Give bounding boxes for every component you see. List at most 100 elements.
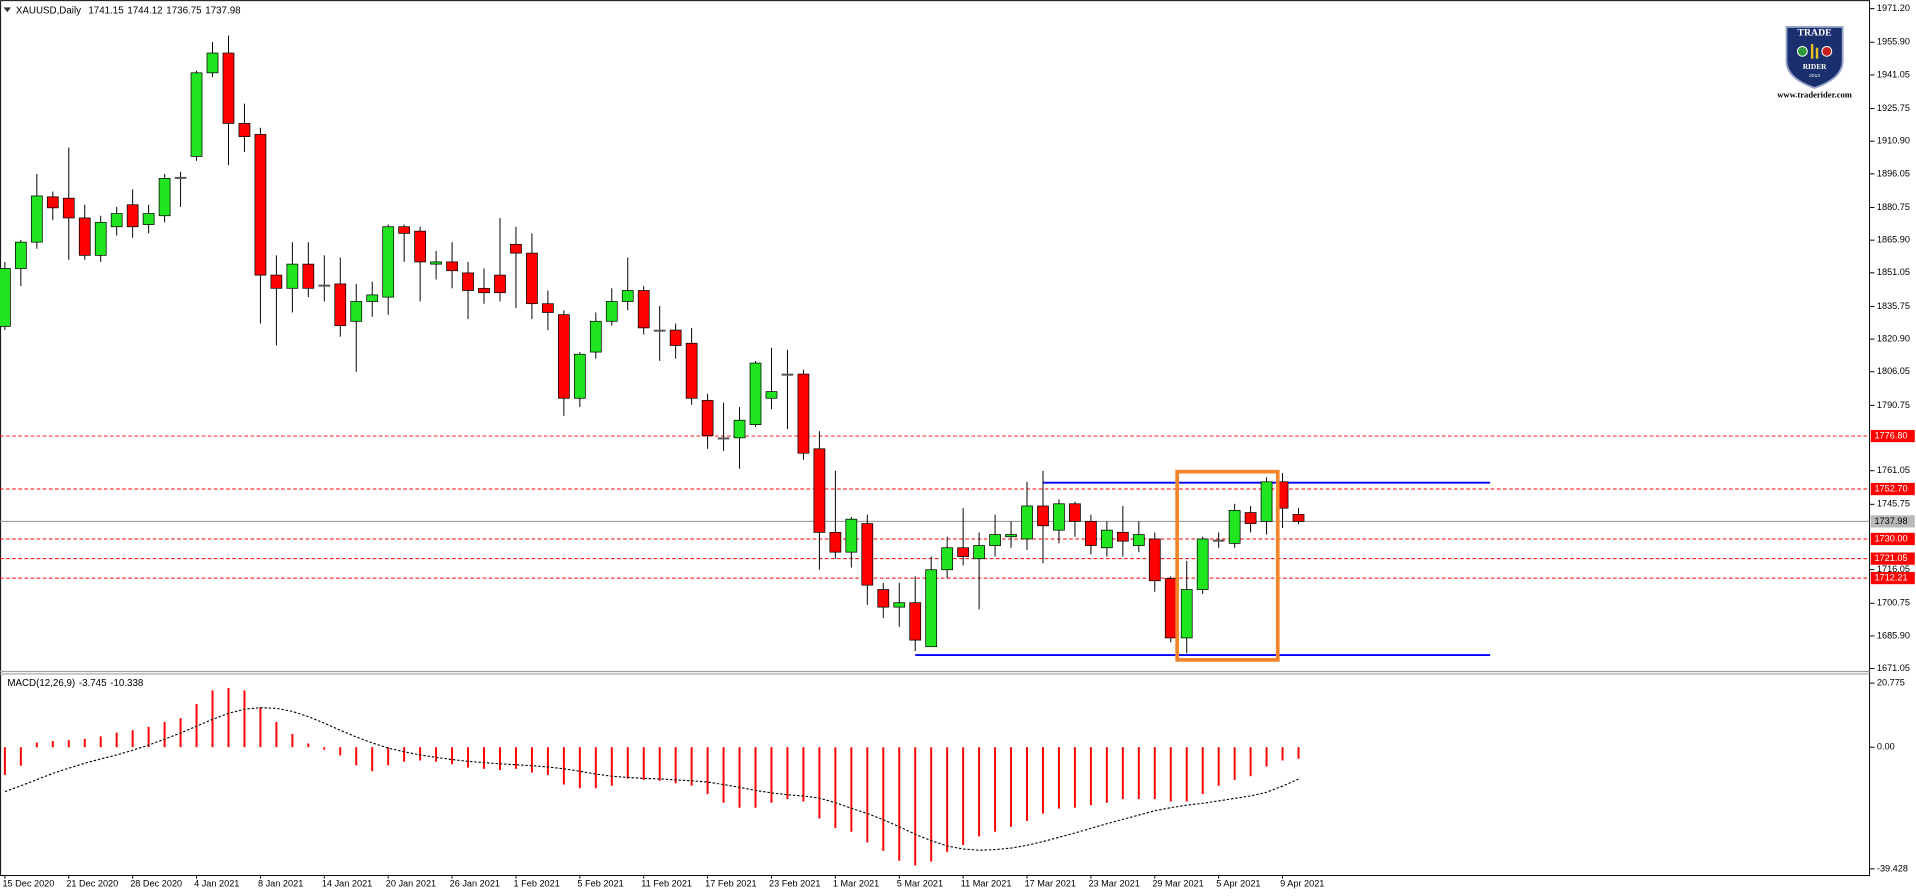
candle-body bbox=[1196, 538, 1209, 590]
y-tick-label: 1820.90 bbox=[1877, 334, 1910, 344]
y-tick-label: 1865.90 bbox=[1877, 235, 1910, 245]
candle-body bbox=[206, 52, 219, 74]
logo-url: www.traderider.com bbox=[1777, 89, 1852, 99]
x-tick-label: 1 Feb 2021 bbox=[514, 879, 560, 889]
candle-body bbox=[1244, 512, 1257, 524]
x-tick-label: 11 Feb 2021 bbox=[641, 879, 692, 889]
indicator-header: MACD(12,26,9) -3.745 -10.338 bbox=[7, 678, 143, 689]
x-tick-label: 23 Feb 2021 bbox=[769, 879, 820, 889]
x-tick-label: 5 Apr 2021 bbox=[1216, 879, 1260, 889]
candle-body bbox=[669, 329, 682, 346]
candle-body bbox=[430, 261, 442, 265]
candle-body bbox=[270, 274, 283, 289]
logo-icon bbox=[1810, 44, 1814, 59]
y-tick-label: 1671.05 bbox=[1877, 663, 1910, 673]
candle-body bbox=[222, 52, 235, 124]
candle-body bbox=[158, 178, 171, 217]
y-tick-label: 1851.05 bbox=[1877, 267, 1910, 277]
marks bbox=[0, 35, 1870, 866]
candle-body bbox=[78, 217, 91, 256]
axis: 1971.20 1955.90 1941.05 1925.75 1910.90 1896.… bbox=[2, 3, 1915, 889]
x-tick-label: 17 Mar 2021 bbox=[1025, 879, 1076, 889]
candle-body bbox=[94, 221, 107, 256]
logo-text: RIDER bbox=[1803, 62, 1827, 71]
frame bbox=[0, 0, 1871, 877]
candle-body bbox=[605, 301, 618, 322]
y-tick-label: 1896.05 bbox=[1877, 168, 1910, 178]
candle-body bbox=[286, 263, 299, 289]
level-tag bbox=[1870, 482, 1915, 496]
candle-body bbox=[893, 602, 906, 608]
candle-body bbox=[733, 419, 746, 439]
candle-body bbox=[414, 230, 426, 263]
candle-body bbox=[0, 268, 11, 327]
y-tick-label: 1835.75 bbox=[1877, 301, 1910, 311]
x-tick-label: 17 Feb 2021 bbox=[705, 879, 756, 889]
candle-body bbox=[190, 72, 203, 157]
candle-body bbox=[957, 547, 969, 557]
y-tick-label: 1700.75 bbox=[1877, 598, 1910, 608]
candle-body bbox=[398, 226, 411, 234]
logo-icon bbox=[1815, 47, 1819, 59]
candle-body bbox=[717, 437, 730, 440]
candle-body bbox=[14, 241, 27, 269]
candle-body bbox=[653, 329, 666, 332]
logo-text: TRADE bbox=[1797, 27, 1832, 38]
level-label: 1712.21 bbox=[1874, 572, 1907, 582]
candle-body bbox=[478, 287, 490, 294]
ohlc-value: 1736.75 bbox=[166, 5, 202, 16]
candle-body bbox=[829, 531, 842, 553]
candle-body bbox=[46, 196, 59, 209]
candle-body bbox=[510, 243, 522, 254]
candle-body bbox=[589, 320, 602, 353]
candle-body bbox=[1116, 531, 1129, 542]
level-label: 1721.05 bbox=[1874, 553, 1907, 563]
candle-body bbox=[62, 197, 75, 219]
y-tick-label: 1685.90 bbox=[1877, 630, 1910, 640]
level-tag bbox=[1870, 429, 1915, 443]
candle-body bbox=[1228, 510, 1241, 544]
indicator-title: MACD(12,26,9) bbox=[7, 678, 75, 689]
y-tick-label: 1745.75 bbox=[1877, 499, 1910, 509]
candle-body bbox=[142, 213, 155, 225]
candle-body bbox=[1164, 578, 1177, 639]
candle-body bbox=[1292, 514, 1305, 522]
x-tick-label: 14 Jan 2021 bbox=[322, 879, 372, 889]
symbol: XAUUSD,Daily bbox=[16, 5, 81, 16]
candle-body bbox=[685, 342, 698, 399]
candle-body bbox=[781, 373, 794, 376]
candle-body bbox=[845, 518, 858, 553]
candle-body bbox=[941, 547, 954, 571]
ohlc-value: 1737.98 bbox=[205, 5, 240, 16]
candle-body bbox=[1260, 481, 1273, 522]
menu-arrow bbox=[3, 7, 11, 13]
candle-body bbox=[621, 290, 634, 302]
y-tick-label: 20.775 bbox=[1877, 678, 1905, 688]
candle-body bbox=[909, 602, 922, 641]
candle-body bbox=[318, 284, 331, 287]
x-tick-label: 28 Dec 2020 bbox=[130, 879, 182, 889]
candle-body bbox=[110, 213, 123, 228]
logo-icon bbox=[1821, 45, 1833, 57]
candle-body bbox=[557, 314, 570, 399]
last-price-tag bbox=[1870, 515, 1915, 528]
logo-icon bbox=[1796, 45, 1808, 57]
candle-body bbox=[1069, 503, 1081, 522]
candle-body bbox=[302, 263, 315, 289]
candle-body bbox=[350, 301, 363, 322]
candle-body bbox=[174, 176, 187, 179]
x-tick-label: 1 Mar 2021 bbox=[833, 879, 879, 889]
candle-body bbox=[1101, 529, 1113, 549]
logo: TRADE RIDER 2013 www.traderider.com bbox=[1777, 26, 1852, 99]
candle-body bbox=[813, 448, 826, 533]
indicator-value: -10.338 bbox=[110, 678, 143, 689]
candle-body bbox=[1037, 505, 1049, 527]
candle-body bbox=[701, 400, 714, 436]
x-tick-label: 11 Mar 2021 bbox=[961, 879, 1012, 889]
highlight-box bbox=[1175, 469, 1280, 662]
x-tick-label: 15 Dec 2020 bbox=[2, 879, 54, 889]
y-tick-label: 1925.75 bbox=[1877, 103, 1910, 113]
candle-body bbox=[1212, 539, 1225, 542]
